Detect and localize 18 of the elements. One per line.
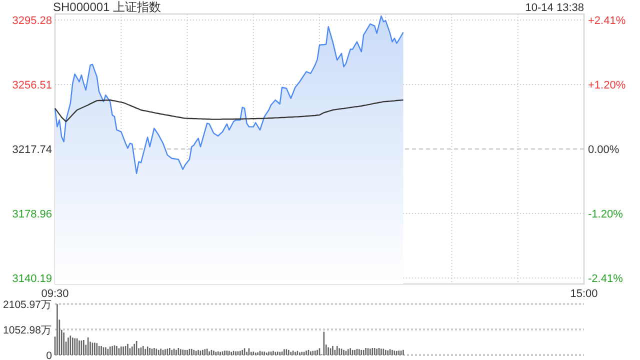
y-tick-label: 3217.74 (12, 144, 52, 156)
y2-tick-label: -1.20% (588, 208, 624, 220)
y-tick-label: 1052.98万 (3, 324, 52, 336)
y-tick-label: 3295.28 (12, 15, 52, 28)
line-series (54, 99, 404, 122)
y2-tick-label: -2.41% (588, 273, 624, 286)
x-tick-label: 09:30 (41, 288, 69, 300)
y2-tick-label: +1.20% (588, 80, 626, 92)
y-tick-label: 2105.97万 (3, 299, 52, 311)
x-tick-label: 15:00 (570, 288, 598, 300)
y-tick-label: 3140.19 (12, 273, 52, 286)
y2-tick-label: 0.00% (588, 144, 620, 156)
y-tick-label: 3256.51 (12, 80, 52, 92)
y-tick-label: 0 (46, 350, 52, 360)
chart-title: SH000001 上证指数 (53, 0, 162, 14)
annotation: 10-14 13:38 (525, 2, 584, 14)
y2-tick-label: +2.41% (588, 14, 626, 27)
y-tick-label: 3178.96 (12, 208, 52, 221)
